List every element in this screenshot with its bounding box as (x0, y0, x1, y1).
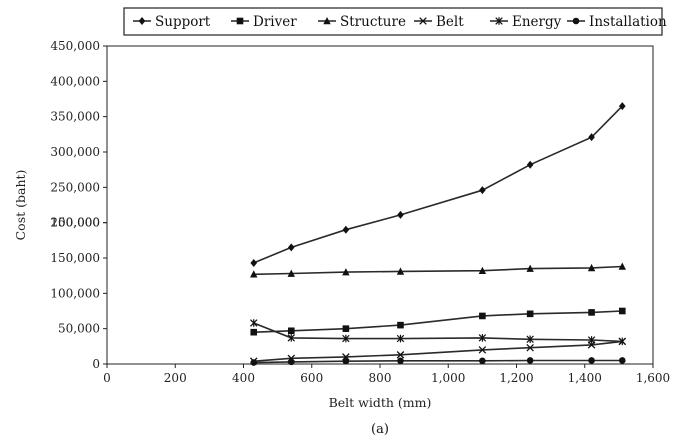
data-point-energy (396, 334, 405, 343)
data-point-driver (618, 307, 626, 315)
data-point-installation (287, 358, 295, 366)
y-tick-label: 150,000 (50, 216, 100, 230)
data-point-energy (618, 337, 627, 346)
y-tick-label: 100,000 (50, 286, 100, 300)
data-point-energy (342, 334, 350, 343)
data-point-installation (479, 357, 486, 365)
y-axis-label: Cost (baht) (13, 170, 28, 241)
data-point-support (479, 186, 486, 195)
data-point-driver (479, 312, 486, 320)
data-point-installation (588, 357, 595, 364)
data-point-structure (618, 262, 626, 270)
series-line-installation (253, 359, 623, 364)
y-tick-label: 300,000 (50, 145, 100, 159)
legend-label: Installation (589, 14, 667, 30)
series-line-support (253, 105, 623, 264)
data-point-energy (526, 335, 534, 344)
series-line-energy (253, 322, 623, 343)
series-line-structure (253, 265, 623, 276)
legend-item-belt: Belt (414, 14, 464, 30)
data-point-structure (526, 264, 534, 272)
data-point-energy (478, 334, 487, 342)
data-point-driver (588, 309, 595, 316)
data-point-energy (250, 319, 258, 327)
data-point-support (138, 17, 146, 25)
data-point-energy (287, 334, 295, 342)
data-point-structure (587, 263, 596, 272)
y-tick-label: 150,000 (50, 251, 100, 265)
legend-label: Driver (253, 14, 297, 30)
data-point-driver (342, 325, 350, 332)
data-point-driver (526, 310, 534, 318)
data-point-driver (236, 17, 244, 25)
data-point-support (397, 210, 404, 219)
data-point-belt (478, 346, 487, 354)
data-point-driver (397, 321, 404, 329)
data-point-installation (572, 17, 580, 25)
data-point-structure (323, 17, 331, 25)
legend-label: Structure (340, 14, 406, 30)
legend: Support Driver Structure Belt Energy Installa… (123, 7, 667, 36)
data-point-support (250, 258, 258, 267)
series-line-belt (253, 340, 623, 362)
x-tick-label: 1,000 (431, 371, 465, 385)
data-point-structure (250, 270, 258, 278)
y-tick-label: 250,000 (50, 180, 100, 194)
data-point-belt (419, 17, 427, 25)
x-tick-label: 600 (300, 371, 323, 385)
data-point-support (287, 243, 295, 252)
figure-caption: (a) (371, 422, 389, 437)
data-point-structure (342, 268, 350, 276)
data-point-energy (495, 17, 503, 25)
legend-label: Energy (512, 14, 562, 30)
legend-label: Support (155, 14, 211, 30)
legend-item-installation: Installation (567, 14, 667, 30)
y-tick-label: 400,000 (50, 74, 100, 88)
data-point-installation (526, 357, 534, 364)
data-point-installation (342, 357, 350, 365)
data-point-support (342, 225, 350, 234)
y-tick-label: 450,000 (50, 39, 100, 53)
x-tick-label: 1,200 (499, 371, 533, 385)
x-tick-label: 0 (103, 371, 111, 385)
legend-item-energy: Energy (490, 14, 562, 30)
data-point-support (588, 133, 595, 142)
x-tick-label: 200 (164, 371, 187, 385)
data-point-belt (396, 351, 405, 359)
data-point-driver (287, 327, 295, 335)
y-tick-label: 350,000 (50, 110, 100, 124)
legend-label: Belt (436, 14, 464, 30)
x-tick-label: 1,400 (568, 371, 602, 385)
data-point-structure (396, 267, 405, 275)
data-point-structure (287, 269, 295, 277)
plot-area (106, 45, 654, 365)
data-point-installation (250, 359, 258, 366)
x-axis-label: Belt width (mm) (329, 395, 432, 410)
data-point-installation (397, 357, 404, 365)
legend-item-driver: Driver (231, 14, 297, 30)
data-point-support (618, 102, 626, 111)
data-point-energy (587, 336, 596, 344)
data-point-installation (618, 357, 626, 364)
x-tick-label: 800 (369, 371, 392, 385)
data-point-driver (250, 328, 258, 336)
data-point-belt (526, 343, 534, 352)
series-line-driver (253, 310, 623, 333)
y-tick-label: 50,000 (58, 322, 100, 336)
legend-item-structure: Structure (318, 14, 406, 30)
y-tick-label: 200,000 (50, 216, 100, 230)
data-point-structure (478, 266, 487, 275)
legend-item-support: Support (133, 14, 211, 30)
x-tick-label: 1,600 (636, 371, 670, 385)
data-point-support (526, 160, 534, 169)
x-tick-label: 400 (232, 371, 255, 385)
y-tick-label: 0 (92, 357, 100, 371)
